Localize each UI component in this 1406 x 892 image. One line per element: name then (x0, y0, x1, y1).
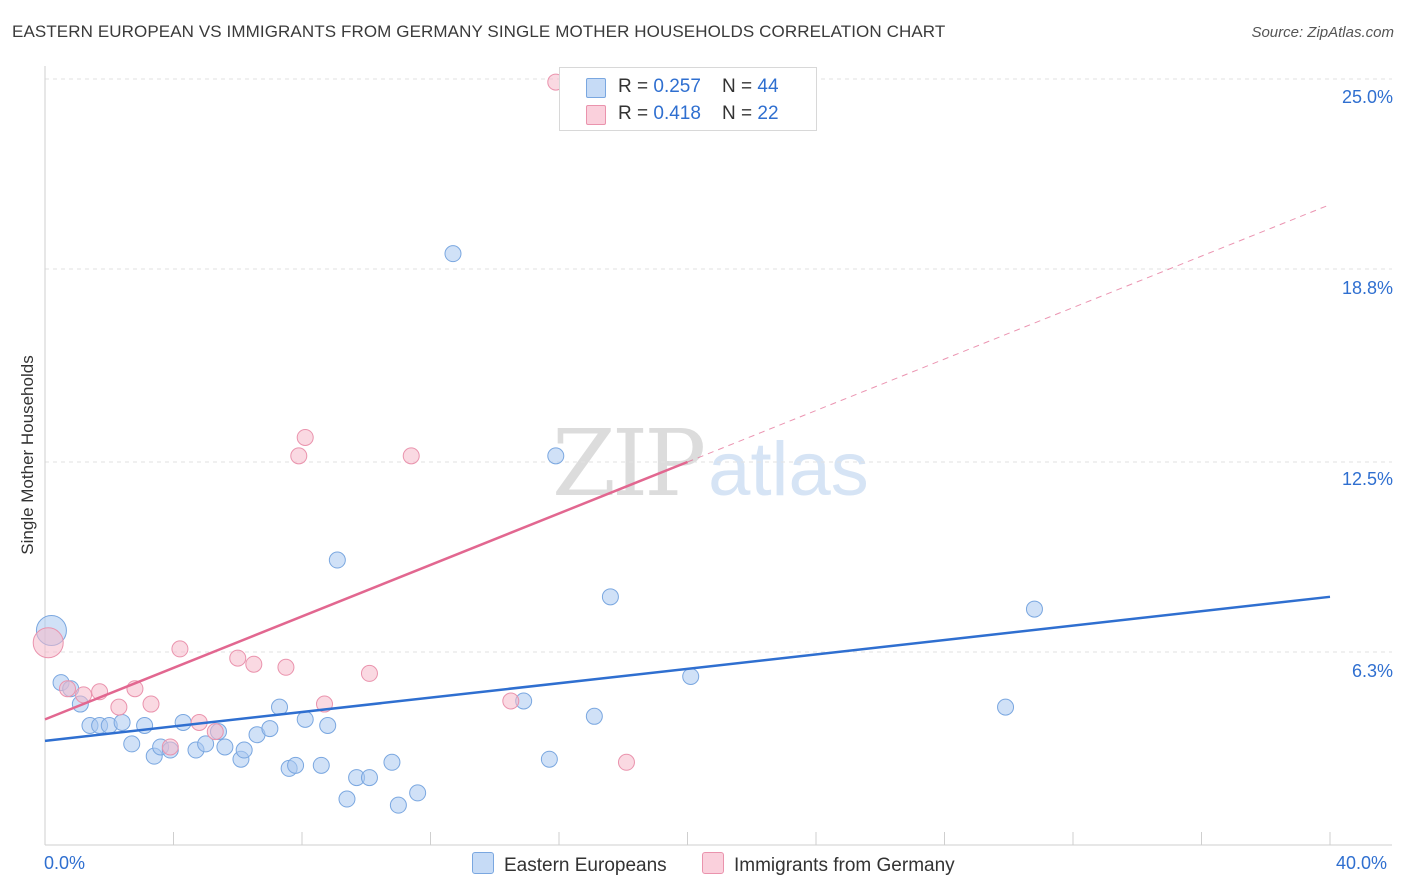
data-point-immigrants-germany (290, 447, 308, 465)
legend-label: Immigrants from Germany (734, 855, 955, 876)
y-tick-label: 12.5% (1341, 469, 1393, 489)
data-point-immigrants-germany (206, 723, 224, 741)
data-point-immigrants-germany (142, 695, 160, 713)
trend-line-extension (687, 204, 1331, 463)
data-point-eastern-europeans (113, 713, 131, 731)
data-point-eastern-europeans (601, 588, 619, 606)
data-point-immigrants-germany (360, 664, 378, 682)
legend-swatch-blue (472, 852, 494, 874)
data-point-eastern-europeans (338, 790, 356, 808)
legend-item-immigrants-germany: Immigrants from Germany (702, 852, 955, 877)
x-tick-label-min: 0.0% (44, 853, 86, 873)
source-label: Source: ZipAtlas.com (1251, 24, 1394, 41)
data-point-eastern-europeans (123, 735, 141, 753)
data-point-immigrants-germany (110, 698, 128, 716)
data-point-immigrants-germany (171, 640, 189, 658)
data-point-eastern-europeans (216, 738, 234, 756)
data-point-eastern-europeans (389, 796, 407, 814)
data-point-eastern-europeans (585, 707, 603, 725)
data-point-immigrants-germany (502, 692, 520, 710)
x-tick-label-max: 40.0% (1336, 853, 1388, 873)
data-point-immigrants-germany (229, 649, 247, 667)
data-point-immigrants-germany (58, 680, 76, 698)
data-point-eastern-europeans (235, 741, 253, 759)
stats-text: R = 0.257 N = 44 (618, 76, 779, 97)
watermark-atlas: atlas (708, 427, 869, 512)
trend-line-eastern-europeans (44, 595, 1331, 743)
data-point-eastern-europeans (383, 753, 401, 771)
data-point-eastern-europeans (540, 750, 558, 768)
data-point-eastern-europeans (174, 713, 192, 731)
y-tick-label: 18.8% (1341, 278, 1393, 298)
data-point-immigrants-germany (617, 753, 635, 771)
data-point-eastern-europeans (261, 720, 279, 738)
data-point-immigrants-germany (277, 658, 295, 676)
data-point-eastern-europeans (319, 717, 337, 735)
data-point-immigrants-germany (32, 627, 64, 659)
data-point-immigrants-germany (245, 655, 263, 673)
data-point-eastern-europeans (997, 698, 1015, 716)
y-tick-label: 6.3% (1351, 661, 1393, 681)
stats-legend: R = 0.257 N = 44 R = 0.418 N = 22 (559, 67, 817, 131)
data-point-immigrants-germany (161, 738, 179, 756)
legend-swatch-blue (586, 78, 606, 98)
data-point-eastern-europeans (360, 769, 378, 787)
legend-swatch-pink (702, 852, 724, 874)
data-point-immigrants-germany (296, 428, 314, 446)
stats-text: R = 0.418 N = 22 (618, 103, 779, 124)
chart-title: EASTERN EUROPEAN VS IMMIGRANTS FROM GERM… (12, 22, 946, 41)
data-point-eastern-europeans (296, 710, 314, 728)
data-point-eastern-europeans (547, 447, 565, 465)
trend-line-immigrants-germany (44, 460, 688, 721)
y-tick-label: 25.0% (1341, 87, 1393, 107)
legend-swatch-pink (586, 105, 606, 125)
data-point-eastern-europeans (312, 756, 330, 774)
y-axis-label: Single Mother Households (18, 355, 37, 555)
data-point-eastern-europeans (287, 756, 305, 774)
watermark: ZIPatlas (552, 410, 869, 517)
legend-label: Eastern Europeans (504, 855, 667, 876)
data-point-eastern-europeans (409, 784, 427, 802)
data-point-immigrants-germany (402, 447, 420, 465)
data-point-eastern-europeans (682, 667, 700, 685)
data-point-eastern-europeans (444, 245, 462, 263)
data-point-eastern-europeans (1025, 600, 1043, 618)
data-point-eastern-europeans (328, 551, 346, 569)
legend-item-eastern-europeans: Eastern Europeans (472, 852, 667, 877)
data-point-eastern-europeans (197, 735, 215, 753)
